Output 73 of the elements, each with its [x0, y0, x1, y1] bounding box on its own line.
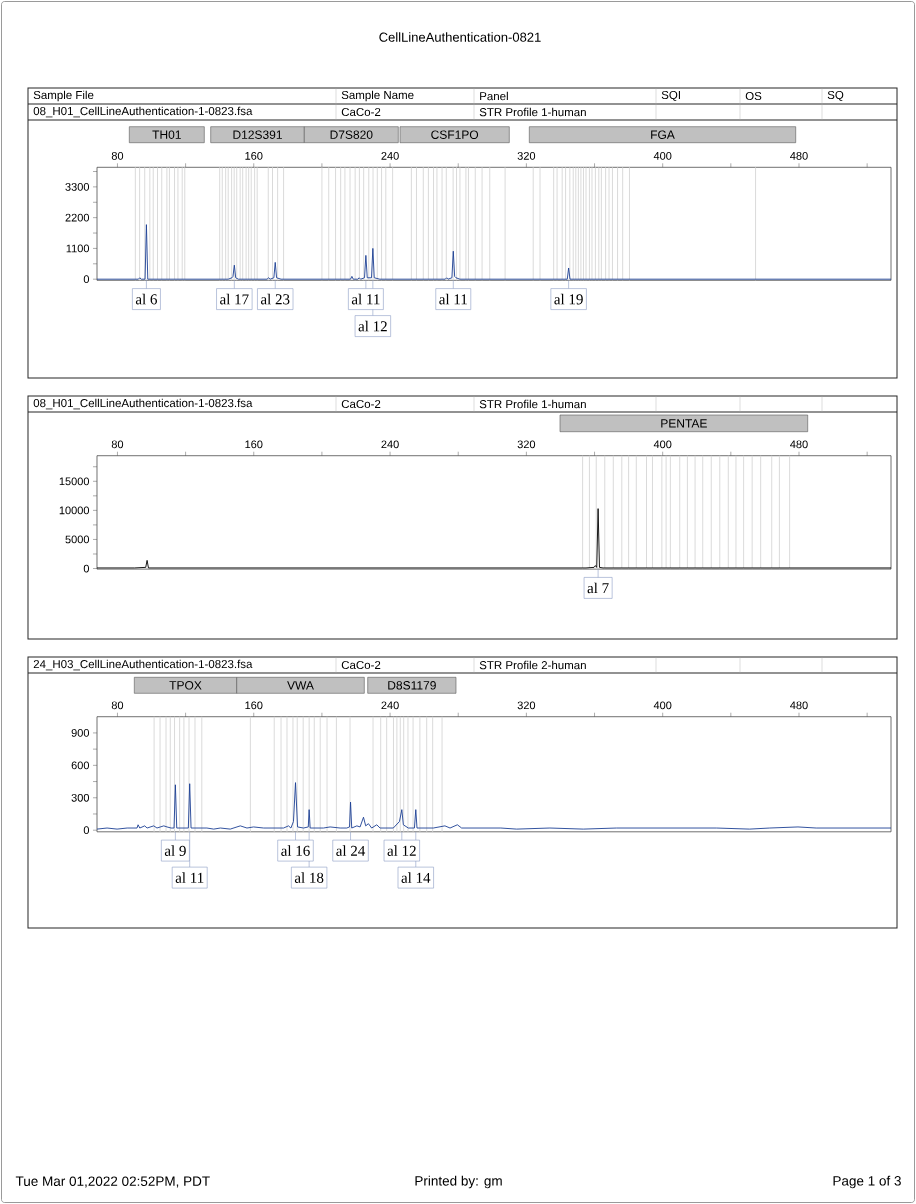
text: Tue Mar 01,2022 02:52PM, PDT — [15, 1176, 210, 1188]
text: CaCo-2 — [341, 660, 381, 670]
y-tick-label: 5000 — [65, 535, 90, 544]
annotation: al 17 — [220, 293, 249, 305]
annotation: al 11 — [351, 293, 380, 305]
text: 24_H03_CellLineAuthentication-1-0823.fsa — [33, 659, 253, 671]
text: Printed by: gm — [415, 1175, 502, 1189]
annotation: al 23 — [260, 293, 290, 305]
y-tick-label: 2200 — [65, 213, 90, 222]
annotation: al 18 — [294, 872, 324, 883]
text: OS — [745, 91, 762, 101]
x-tick-label: 320 — [517, 440, 536, 449]
y-tick-label: 0 — [83, 564, 90, 573]
x-tick-label: 480 — [790, 701, 808, 710]
text: TH01 — [152, 130, 181, 139]
x-tick-label: 80 — [111, 701, 124, 710]
x-tick-label: 80 — [111, 152, 124, 160]
x-tick-label: 240 — [381, 440, 399, 449]
x-tick-label: 480 — [790, 152, 808, 160]
text: Sample Name — [341, 90, 414, 102]
text: D8S1179 — [388, 681, 436, 690]
x-tick-label: 400 — [653, 440, 672, 449]
x-tick-label: 400 — [653, 701, 672, 710]
x-tick-label: 160 — [245, 701, 263, 710]
text: SQI — [661, 90, 680, 102]
annotation: al 12 — [387, 845, 416, 856]
annotation: al 24 — [336, 845, 366, 856]
x-tick-label: 160 — [245, 152, 263, 160]
text: CellLineAuthentication-0821 — [379, 32, 541, 42]
text: Panel — [480, 91, 508, 101]
text: 08_H01_CellLineAuthentication-1-0823.fsa — [33, 106, 253, 118]
y-tick-label: 600 — [71, 761, 90, 770]
annotation: al 11 — [439, 293, 467, 305]
y-tick-label: 1100 — [66, 244, 90, 253]
x-tick-label: 320 — [517, 701, 536, 710]
x-tick-label: 480 — [790, 440, 808, 449]
y-tick-label: 0 — [83, 826, 90, 835]
y-tick-label: 10000 — [59, 506, 90, 515]
x-tick-label: 320 — [517, 152, 536, 160]
text: 08_H01_CellLineAuthentication-1-0823.fsa — [33, 398, 253, 410]
text: D12S391 — [233, 130, 282, 139]
annotation: al 6 — [135, 293, 157, 305]
text: PENTAE — [661, 419, 707, 428]
x-tick-label: 240 — [381, 152, 399, 160]
text: STR Profile 1-human — [479, 399, 586, 409]
text: CSF1PO — [431, 130, 479, 139]
text: FGA — [651, 130, 675, 139]
text: TPOX — [169, 681, 202, 690]
x-tick-label: 400 — [653, 152, 672, 160]
y-tick-label: 900 — [71, 729, 90, 737]
annotation: al 7 — [587, 582, 609, 594]
annotation: al 11 — [175, 872, 204, 883]
text: VWA — [287, 681, 314, 690]
annotation: al 14 — [401, 872, 431, 883]
text: SQ — [827, 90, 844, 102]
text: STR Profile 1-human — [479, 107, 586, 117]
y-tick-label: 15000 — [59, 477, 90, 486]
x-tick-label: 80 — [111, 440, 124, 449]
x-tick-label: 160 — [245, 440, 263, 449]
text: CaCo-2 — [341, 399, 381, 409]
text: Page 1 of 3 — [833, 1175, 901, 1189]
annotation: al 9 — [164, 845, 186, 856]
annotation: al 16 — [281, 845, 310, 856]
y-tick-label: 300 — [71, 793, 90, 802]
x-tick-label: 240 — [381, 701, 399, 710]
annotation: al 12 — [358, 320, 387, 332]
text: Sample File — [33, 90, 94, 102]
text: D7S820 — [330, 130, 373, 139]
y-tick-label: 3300 — [65, 183, 90, 191]
annotation: al 19 — [554, 293, 583, 305]
text: STR Profile 2-human — [479, 660, 586, 670]
text: CaCo-2 — [341, 107, 381, 117]
y-tick-label: 0 — [83, 275, 90, 284]
